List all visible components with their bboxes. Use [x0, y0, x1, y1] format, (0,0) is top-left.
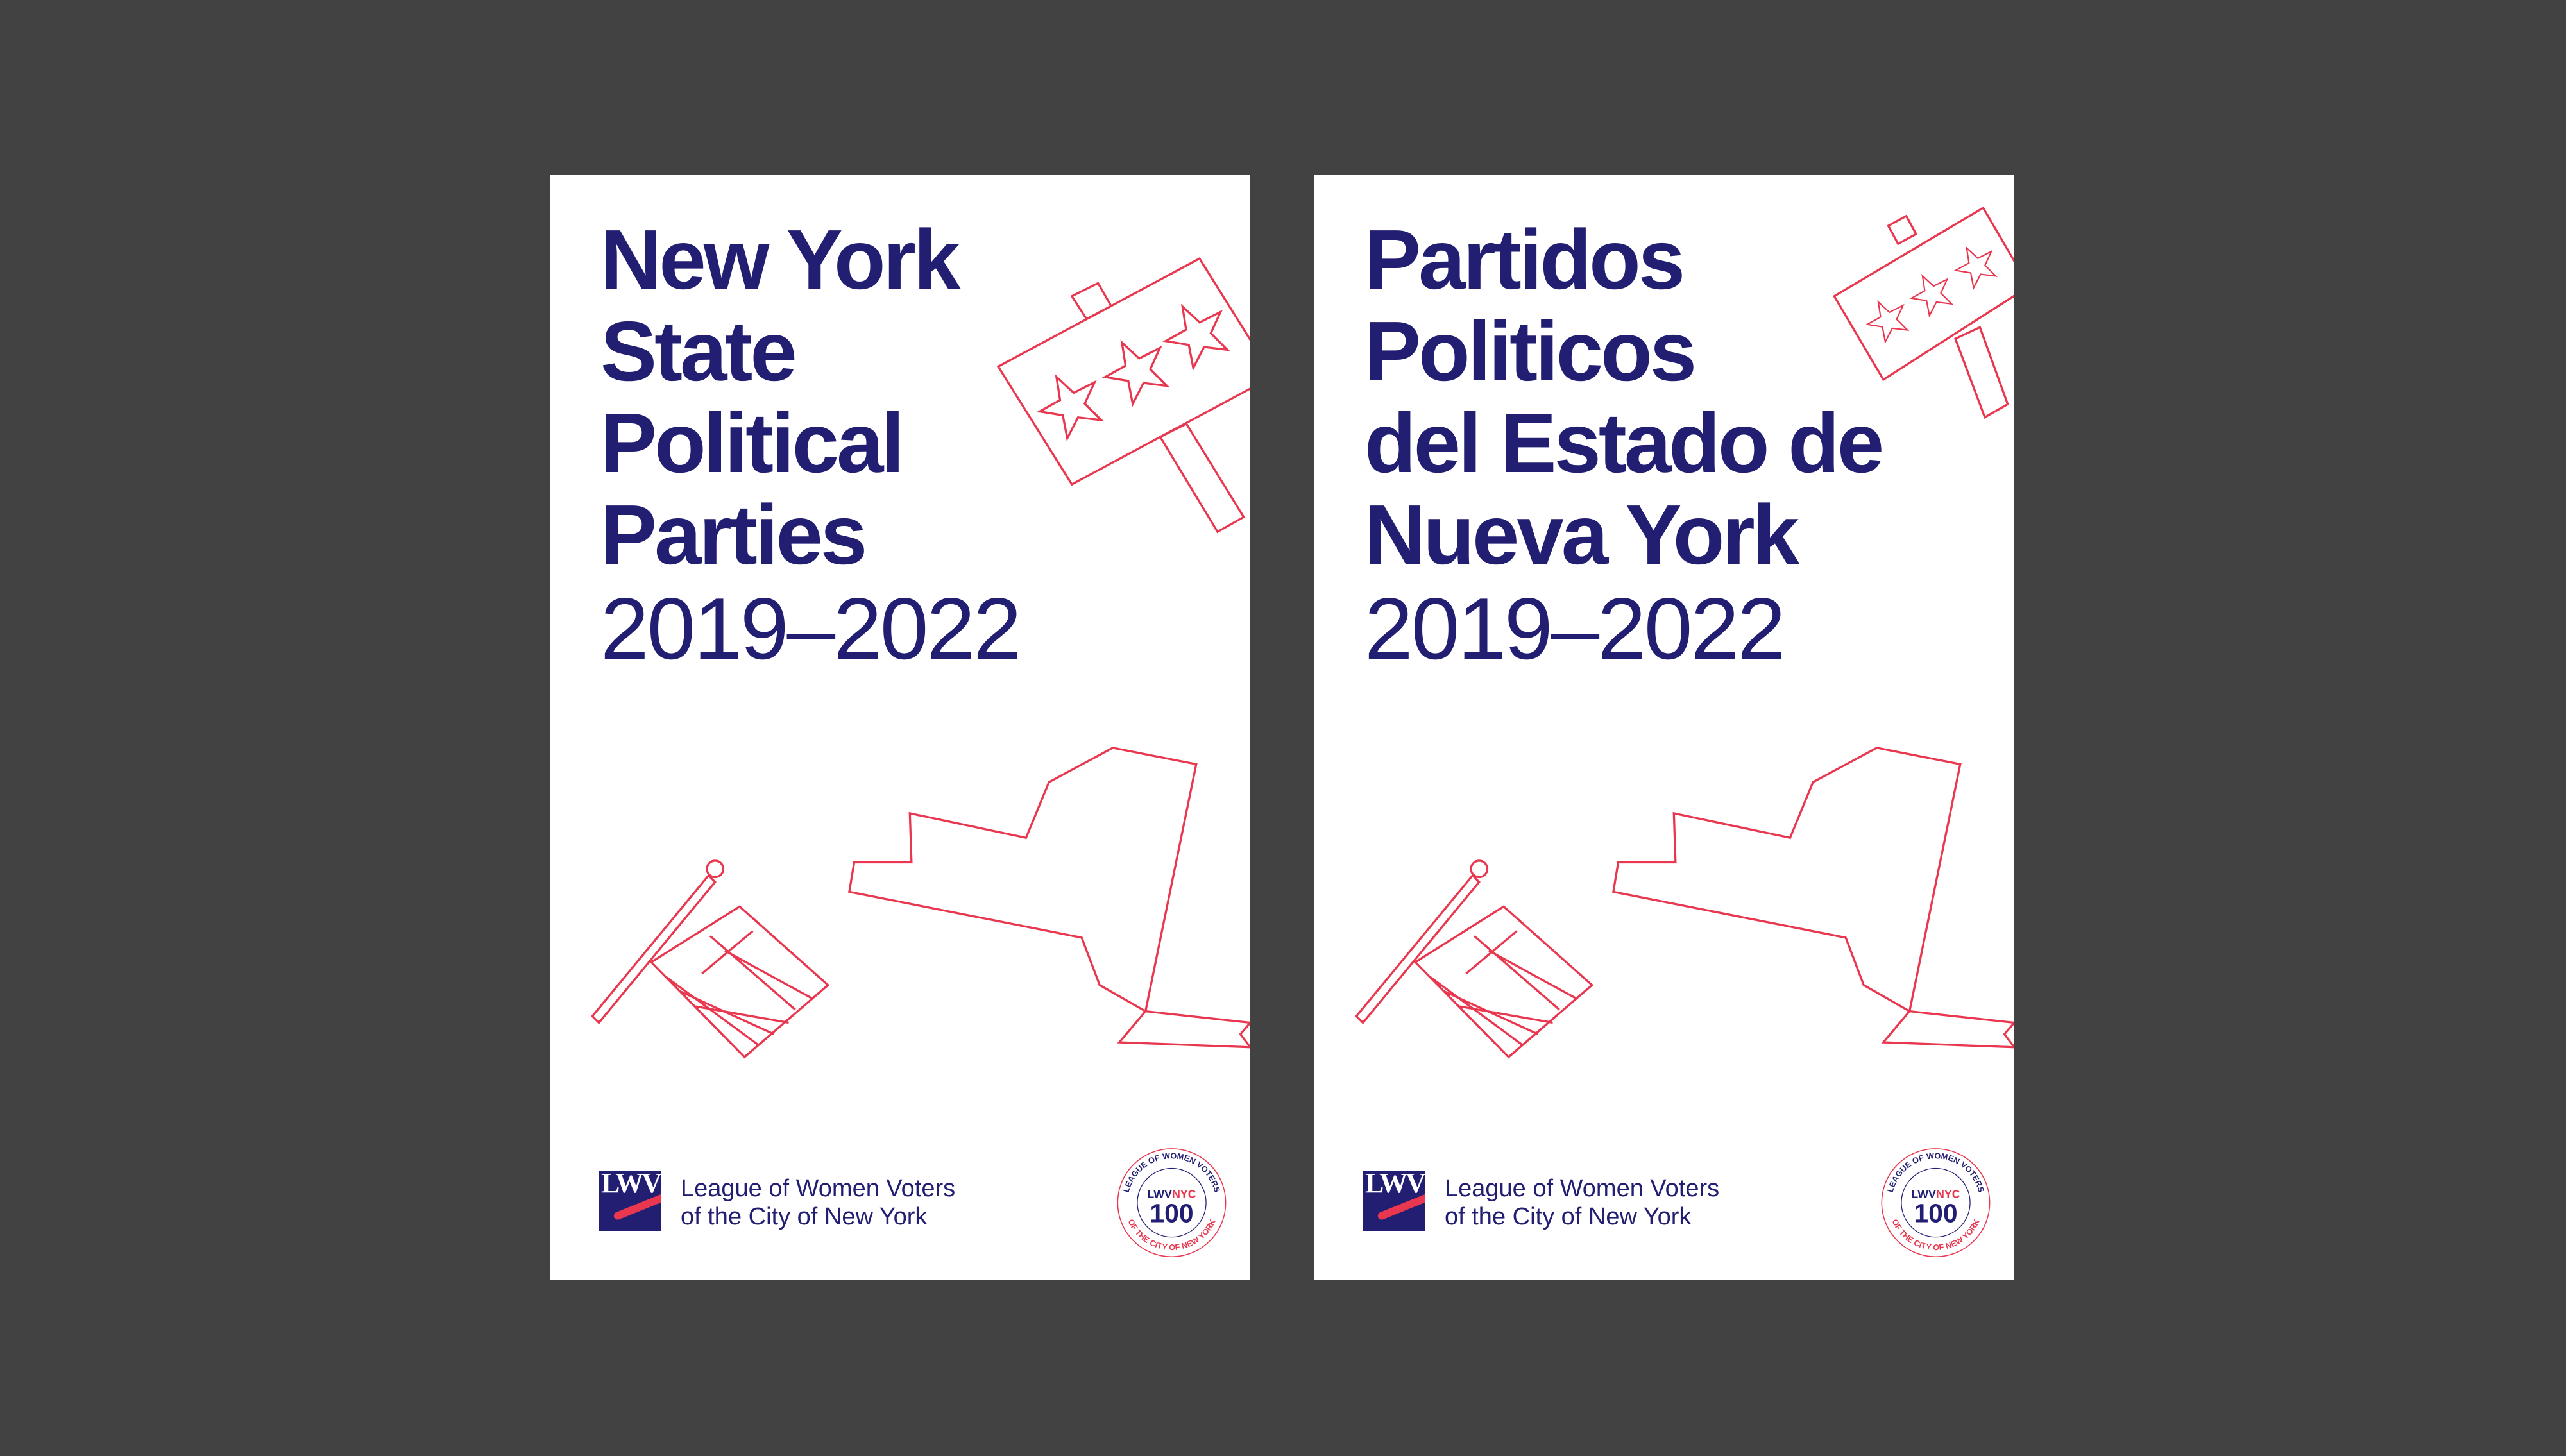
flag-icon [1355, 859, 1594, 1059]
lwvnyc-100-seal: LEAGUE OF WOMEN VOTERS OF THE CITY OF NE… [1881, 1148, 1991, 1258]
title-line: Nueva York [1364, 487, 1799, 582]
lwv-logo: LWV [599, 1171, 661, 1231]
cover-spanish: LEAGUE OF WOMEN VOTERS OF THE CITY OF NE… [1314, 175, 2014, 1280]
lwv-logo: LWV [1363, 1171, 1425, 1231]
star-icon [1036, 374, 1105, 442]
title-line: Politicos [1364, 304, 1697, 398]
cover-title: Partidos Politicos del Estado de Nueva Y… [1364, 212, 1884, 677]
star-icon [1953, 246, 1998, 291]
title-line: Partidos [1364, 212, 1685, 307]
title-line: del Estado de [1364, 396, 1884, 490]
protest-sign-icon [1833, 206, 2014, 419]
year-range: 2019–2022 [600, 580, 1022, 677]
protest-sign-icon [996, 257, 1250, 534]
svg-text:LWVNYC: LWVNYC [1911, 1187, 1960, 1200]
cover-illustrations: LEAGUE OF WOMEN VOTERS OF THE CITY OF NE… [1355, 206, 2014, 1258]
svg-text:100: 100 [1914, 1199, 1957, 1228]
star-icon [1865, 300, 1910, 344]
cover-title: New York State Political Parties 2019–20… [600, 212, 1022, 677]
flag-icon [591, 859, 830, 1059]
star-icon [1162, 303, 1230, 371]
star-icon [1101, 339, 1170, 407]
title-line: Political [600, 396, 905, 490]
new-york-state-outline-icon [848, 747, 1250, 1049]
star-icon [1909, 274, 1954, 318]
new-york-state-outline-icon [1612, 747, 2014, 1049]
organization-name: League of Women Voters of the City of New… [681, 1175, 956, 1230]
lwvnyc-100-seal: LEAGUE OF WOMEN VOTERS OF THE CITY OF NE… [1117, 1148, 1227, 1258]
cover-illustrations: LEAGUE OF WOMEN VOTERS OF THE CITY OF NE… [591, 257, 1250, 1258]
title-line: State [600, 304, 797, 398]
title-line: New York [600, 212, 960, 307]
svg-text:LWVNYC: LWVNYC [1147, 1187, 1196, 1200]
cover-english: LEAGUE OF WOMEN VOTERS OF THE CITY OF NE… [550, 175, 1250, 1280]
svg-text:100: 100 [1150, 1199, 1193, 1228]
organization-name: League of Women Voters of the City of New… [1445, 1175, 1720, 1230]
title-line: Parties [600, 487, 867, 582]
year-range: 2019–2022 [1364, 580, 1786, 677]
